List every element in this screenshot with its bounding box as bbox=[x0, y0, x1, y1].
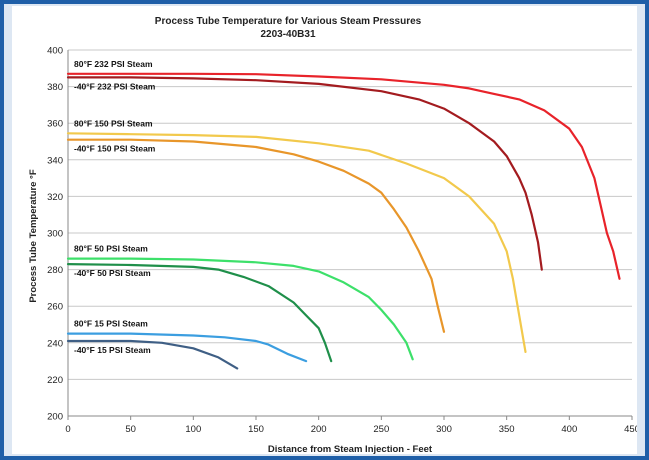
y-tick-label: 360 bbox=[47, 119, 63, 130]
y-tick-label: 240 bbox=[47, 338, 63, 349]
series-label-6: -40°F 50 PSI Steam bbox=[74, 268, 151, 278]
series-line-4 bbox=[66, 138, 446, 333]
x-tick-label: 450 bbox=[624, 424, 637, 435]
x-tick-label: 200 bbox=[311, 424, 327, 435]
series-line-1 bbox=[66, 72, 621, 280]
y-axis-title: Process Tube Temperature °F bbox=[28, 169, 39, 303]
series-label-4: -40°F 150 PSI Steam bbox=[74, 144, 156, 154]
x-tick-label: 350 bbox=[499, 424, 515, 435]
series-label-1: 80°F 232 PSI Steam bbox=[74, 59, 153, 69]
axes: 200 220 240 260 280 300 320 340 360 380 400 0 50 100 1… bbox=[47, 46, 637, 436]
x-tick-label: 400 bbox=[561, 424, 577, 435]
y-tick-label: 400 bbox=[47, 46, 63, 57]
line-chart: Process Tube Temperature for Various Ste… bbox=[28, 16, 637, 454]
chart-panel: Process Tube Temperature for Various Ste… bbox=[12, 6, 637, 454]
x-tick-label: 100 bbox=[185, 424, 201, 435]
series-label-7: 80°F 15 PSI Steam bbox=[74, 319, 148, 329]
series-labels: 80°F 232 PSI Steam -40°F 232 PSI Steam 80°… bbox=[74, 59, 156, 355]
x-tick-label: 0 bbox=[65, 424, 70, 435]
series-line-2 bbox=[66, 76, 543, 271]
y-tick-label: 220 bbox=[47, 375, 63, 386]
chart-frame: Process Tube Temperature for Various Ste… bbox=[4, 4, 645, 456]
x-tick-label: 150 bbox=[248, 424, 264, 435]
y-tick-label: 320 bbox=[47, 192, 63, 203]
grid-lines bbox=[68, 49, 632, 417]
chart-title: Process Tube Temperature for Various Ste… bbox=[155, 16, 422, 27]
series-line-7 bbox=[66, 332, 308, 363]
x-axis-title: Distance from Steam Injection - Feet bbox=[268, 444, 433, 454]
y-tick-label: 280 bbox=[47, 265, 63, 276]
y-tick-label: 340 bbox=[47, 155, 63, 166]
series-lines bbox=[66, 72, 621, 370]
y-tick-label: 380 bbox=[47, 82, 63, 93]
series-line-6 bbox=[66, 263, 333, 363]
y-tick-label: 200 bbox=[47, 412, 63, 423]
y-tick-label: 300 bbox=[47, 229, 63, 240]
y-tick-label: 260 bbox=[47, 302, 63, 313]
series-line-5 bbox=[66, 257, 414, 361]
series-line-3 bbox=[66, 132, 527, 353]
series-label-8: -40°F 15 PSI Steam bbox=[74, 345, 151, 355]
series-label-5: 80°F 50 PSI Steam bbox=[74, 244, 148, 254]
series-label-3: 80°F 150 PSI Steam bbox=[74, 118, 153, 128]
x-tick-label: 300 bbox=[436, 424, 452, 435]
chart-subtitle: 2203-40B31 bbox=[260, 29, 315, 40]
series-label-2: -40°F 232 PSI Steam bbox=[74, 81, 156, 91]
x-tick-label: 250 bbox=[373, 424, 389, 435]
x-tick-label: 50 bbox=[125, 424, 136, 435]
series-line-8 bbox=[66, 339, 239, 370]
